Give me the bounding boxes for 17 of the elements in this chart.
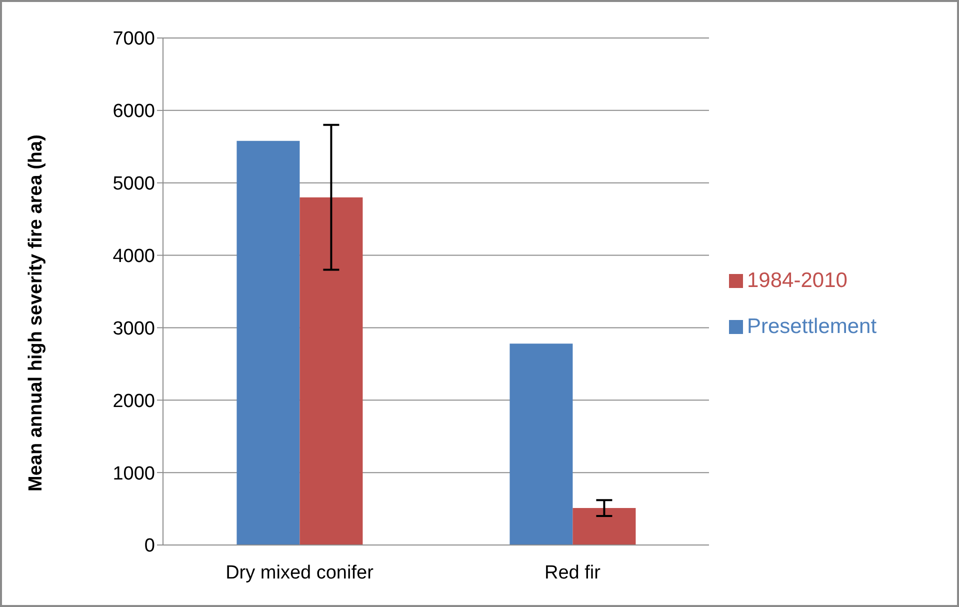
- y-tick-label: 1000: [112, 463, 155, 484]
- y-tick-label: 5000: [112, 174, 155, 195]
- y-tick-label: 7000: [112, 28, 155, 50]
- bar: [236, 140, 300, 545]
- bar: [510, 344, 573, 545]
- y-tick-label: 3000: [112, 318, 155, 340]
- y-axis-title: Mean annual high severity fire area (ha): [26, 134, 47, 492]
- y-tick-label: 6000: [112, 101, 155, 122]
- x-tick-label: Dry mixed conifer: [226, 562, 374, 584]
- x-tick-label: Red fir: [544, 562, 602, 584]
- bar: [300, 197, 363, 545]
- y-tick-label: 2000: [112, 390, 155, 412]
- legend-label: 1984-2010: [747, 268, 848, 292]
- y-tick-label: 0: [144, 536, 155, 557]
- legend-label: Presettlement: [747, 314, 877, 338]
- bar: [572, 508, 636, 545]
- y-tick-label: 4000: [112, 246, 155, 268]
